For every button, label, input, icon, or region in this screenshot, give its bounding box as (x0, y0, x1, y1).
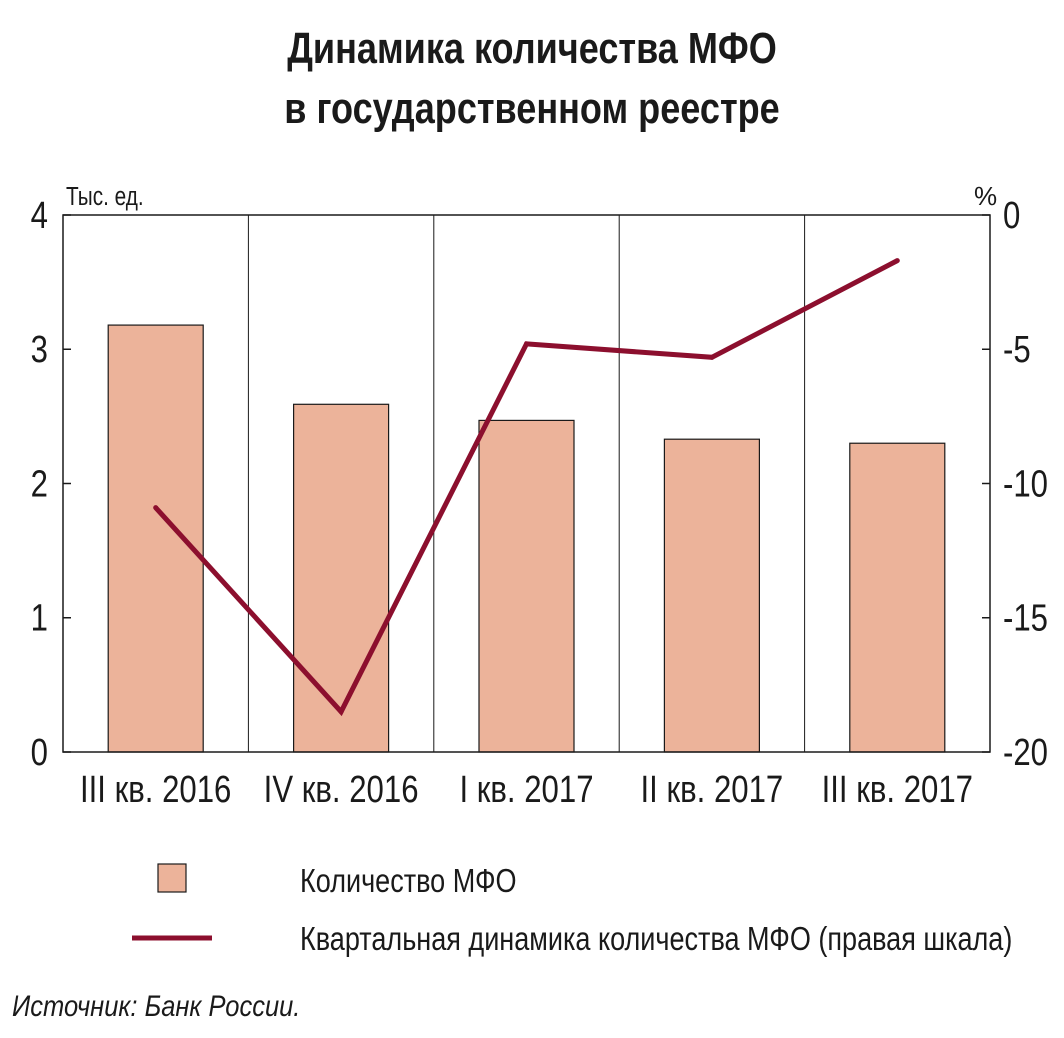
chart: 0 1 2 3 4 -20 -15 -10 -5 0 III кв. 2016 IV кв. 20… (31, 181, 1048, 958)
left-tick-label: 3 (31, 329, 48, 371)
category-label: III кв. 2017 (822, 769, 973, 811)
bar (849, 442, 946, 753)
legend: Количество МФО Квартальная динамика коли… (132, 863, 1012, 958)
left-axis: 0 1 2 3 4 (31, 195, 71, 774)
right-axis-label: % (974, 181, 997, 211)
legend-swatch-bar (157, 863, 187, 893)
left-tick-label: 0 (31, 732, 48, 774)
legend-label-bar: Количество МФО (300, 864, 517, 900)
bar (107, 324, 204, 753)
legend-label-line: Квартальная динамика количества МФО (пра… (300, 922, 1012, 958)
right-tick-label: -15 (1003, 598, 1048, 640)
chart-title-line1: Динамика количества МФО (287, 24, 777, 73)
right-tick-label: 0 (1003, 195, 1020, 237)
line-point (894, 258, 900, 264)
category-label: I кв. 2017 (459, 769, 593, 811)
category-label: II кв. 2017 (641, 769, 784, 811)
bar (663, 438, 761, 753)
right-axis: -20 -15 -10 -5 0 (982, 195, 1048, 774)
category-label: III кв. 2016 (80, 769, 231, 811)
bar-series (107, 324, 946, 753)
category-label: IV кв. 2016 (264, 769, 419, 811)
source-note: Источник: Банк России. (12, 990, 301, 1023)
right-tick-label: -20 (1003, 732, 1048, 774)
grid (247, 215, 806, 752)
line-point (153, 505, 159, 511)
line-series (153, 258, 900, 717)
left-tick-label: 2 (31, 464, 48, 506)
line-point (524, 341, 529, 347)
chart-title-line2: в государственном реестре (284, 84, 780, 133)
right-tick-label: -10 (1003, 464, 1048, 506)
bar (478, 419, 575, 753)
left-tick-label: 4 (31, 195, 48, 237)
line-point (709, 354, 715, 360)
left-tick-label: 1 (31, 598, 48, 640)
left-axis-label: Тыс. ед. (66, 182, 144, 211)
line-point (338, 709, 344, 715)
bar (293, 403, 390, 753)
right-tick-label: -5 (1003, 329, 1031, 371)
x-axis: III кв. 2016 IV кв. 2016 I кв. 2017 II кв. … (80, 769, 973, 811)
